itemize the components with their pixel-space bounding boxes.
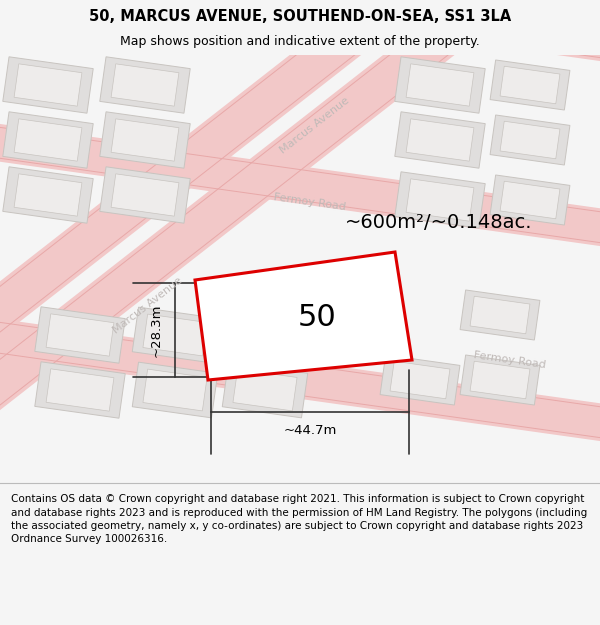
Text: Fermoy Road: Fermoy Road [273, 192, 347, 212]
Text: Fermoy Road: Fermoy Road [473, 350, 547, 370]
Polygon shape [3, 57, 93, 113]
Polygon shape [0, 264, 600, 496]
Polygon shape [14, 64, 82, 106]
Polygon shape [470, 296, 530, 334]
Polygon shape [111, 119, 179, 161]
Polygon shape [222, 307, 308, 363]
Polygon shape [460, 290, 540, 340]
Polygon shape [233, 314, 297, 356]
Text: Marcus Avenue: Marcus Avenue [278, 95, 352, 155]
Polygon shape [132, 362, 218, 418]
Polygon shape [100, 167, 190, 223]
Polygon shape [46, 314, 114, 356]
Polygon shape [500, 121, 560, 159]
Polygon shape [406, 119, 474, 161]
Polygon shape [470, 361, 530, 399]
Text: Marcus Avenue: Marcus Avenue [112, 275, 185, 335]
Text: ~28.3m: ~28.3m [150, 303, 163, 357]
Polygon shape [406, 64, 474, 106]
Polygon shape [380, 355, 460, 405]
Polygon shape [100, 57, 190, 113]
Polygon shape [222, 362, 308, 418]
Polygon shape [500, 66, 560, 104]
Text: Map shows position and indicative extent of the property.: Map shows position and indicative extent… [120, 35, 480, 48]
Text: 50, MARCUS AVENUE, SOUTHEND-ON-SEA, SS1 3LA: 50, MARCUS AVENUE, SOUTHEND-ON-SEA, SS1 … [89, 9, 511, 24]
Polygon shape [500, 181, 560, 219]
Polygon shape [395, 57, 485, 113]
Polygon shape [233, 369, 297, 411]
Polygon shape [132, 307, 218, 363]
Polygon shape [490, 175, 570, 225]
Text: ~44.7m: ~44.7m [283, 424, 337, 437]
Polygon shape [3, 167, 93, 223]
Polygon shape [111, 174, 179, 216]
Polygon shape [490, 115, 570, 165]
Polygon shape [111, 64, 179, 106]
Text: 50: 50 [298, 304, 337, 332]
Polygon shape [0, 0, 600, 588]
Text: ~600m²/~0.148ac.: ~600m²/~0.148ac. [345, 213, 533, 231]
Polygon shape [395, 172, 485, 228]
Polygon shape [35, 307, 125, 363]
Polygon shape [14, 119, 82, 161]
Polygon shape [0, 0, 600, 116]
Polygon shape [14, 174, 82, 216]
Polygon shape [395, 112, 485, 168]
Polygon shape [3, 112, 93, 168]
Polygon shape [390, 361, 450, 399]
Polygon shape [35, 362, 125, 418]
Polygon shape [406, 179, 474, 221]
Polygon shape [195, 252, 412, 380]
Polygon shape [490, 60, 570, 110]
Polygon shape [100, 112, 190, 168]
Polygon shape [143, 369, 207, 411]
Polygon shape [0, 69, 600, 301]
Polygon shape [143, 314, 207, 356]
Polygon shape [460, 355, 540, 405]
Polygon shape [46, 369, 114, 411]
Text: Contains OS data © Crown copyright and database right 2021. This information is : Contains OS data © Crown copyright and d… [11, 494, 587, 544]
